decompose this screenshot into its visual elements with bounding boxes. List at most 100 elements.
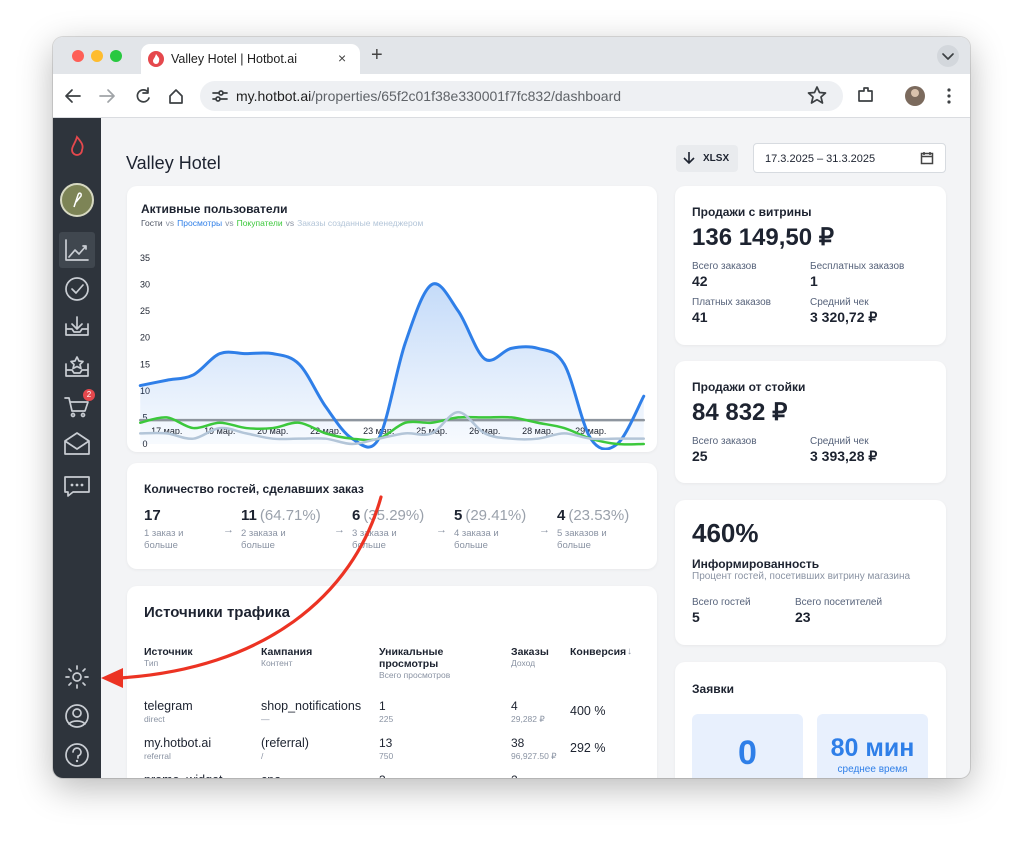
awareness-value: 460% xyxy=(692,518,759,548)
open-requests: 0 xyxy=(692,714,803,778)
x-tick-label: 23 мар. xyxy=(363,426,394,436)
x-tick-label: 28 мар. xyxy=(522,426,553,436)
download-icon xyxy=(683,152,695,165)
step-arrow: → xyxy=(539,524,550,536)
x-tick-label: 25 мар. xyxy=(416,426,447,436)
column-title: Конверсия xyxy=(570,646,627,658)
traffic-title: Источники трафика xyxy=(144,604,290,621)
series-line xyxy=(139,415,645,446)
new-tab-button[interactable]: + xyxy=(371,44,383,66)
step-arrow: → xyxy=(334,524,345,536)
conversion: 292 % xyxy=(570,741,606,755)
column-title: Заказы xyxy=(511,646,549,658)
step-head: 5 (29.41%) xyxy=(454,507,526,525)
legend: Гости vs Просмотры vs Покупатели vs Заказы соз… xyxy=(141,218,423,228)
step-share: (64.71%) xyxy=(259,507,321,524)
stat-label: Всего заказов xyxy=(692,261,757,272)
stat-label: Средний чек xyxy=(810,436,869,447)
showcase-sales-card: Продажи с витрины 136 149,50 ₽ Всего зак… xyxy=(675,186,946,345)
legend-entry: Заказы созданные менеджером xyxy=(297,218,424,228)
tab-bar: Valley Hotel | Hotbot.ai × + xyxy=(53,37,970,74)
stat-value: 41 xyxy=(692,309,708,325)
step-share: (35.29%) xyxy=(363,507,425,524)
page-title: Valley Hotel xyxy=(126,153,221,173)
cart-badge: 2 xyxy=(86,390,92,399)
step-head: 11 (64.71%) xyxy=(241,507,321,525)
x-tick-label: 22 мар. xyxy=(310,426,341,436)
cell-main: promo_widget xyxy=(144,773,223,778)
open-count: 0 xyxy=(738,734,757,772)
active-tab[interactable]: Valley Hotel | Hotbot.ai × xyxy=(141,44,360,74)
cell-main: 38 xyxy=(511,736,525,750)
calendar-icon xyxy=(920,152,934,165)
orders-funnel-card: Количество гостей, сделавших заказ 17 1 з… xyxy=(127,463,657,569)
stat-value: 42 xyxy=(692,273,708,289)
stat-value: 1 xyxy=(810,273,818,289)
x-tick-label: 19 мар. xyxy=(204,426,235,436)
step-count: 4 xyxy=(557,507,566,524)
step-share: (29.41%) xyxy=(465,507,527,524)
chart-title: Активные пользователи xyxy=(141,202,288,216)
cell-sub: direct xyxy=(144,714,165,724)
cell-main: 1 xyxy=(379,699,386,713)
funnel-step: 6 (35.29%) 3 заказа и больше xyxy=(352,507,442,562)
traffic-sources-card: Источники трафика Источник Тип Кампания Кон… xyxy=(127,586,657,778)
series-line xyxy=(138,282,646,450)
cell-main: 3 xyxy=(379,773,386,778)
cell-main: telegram xyxy=(144,699,193,713)
column-subtitle: Контент xyxy=(261,658,293,668)
column-title: Уникальные просмотры xyxy=(379,646,444,670)
cell-main: cpa xyxy=(261,773,281,778)
tab-close[interactable]: × xyxy=(338,50,347,66)
legend-entry: Просмотры xyxy=(177,218,223,228)
stat-value: 3 320,72 ₽ xyxy=(810,309,878,325)
cell-sub: 750 xyxy=(379,751,394,761)
x-tick-label: 29 мар. xyxy=(575,426,606,436)
stat-label: Всего гостей xyxy=(692,597,751,608)
requests-card: Заявки 0 80 мин среднее время xyxy=(675,662,946,778)
url-path: /properties/65f2c01f38e330001f7fc832/das… xyxy=(311,88,622,104)
step-count: 11 xyxy=(241,507,257,524)
funnel-title: Количество гостей, сделавших заказ xyxy=(144,482,364,496)
funnel-step: 5 (29.41%) 4 заказа и больше xyxy=(454,507,544,562)
url[interactable]: my.hotbot.ai/properties/65f2c01f38e33000… xyxy=(236,88,621,104)
card-subtitle: Процент гостей, посетивших витрину магаз… xyxy=(692,571,911,582)
column-subtitle: Всего просмотров xyxy=(379,670,451,680)
stat-label: Средний чек xyxy=(810,297,869,308)
legend-separator: vs xyxy=(225,218,234,228)
cell-sub: 96,927.50 ₽ xyxy=(511,751,557,761)
stat-label: Бесплатных заказов xyxy=(810,261,905,272)
x-tick-label: 20 мар. xyxy=(257,426,288,436)
tab-title: Valley Hotel | Hotbot.ai xyxy=(171,52,297,66)
legend-entry: Гости xyxy=(141,218,163,228)
step-share: (23.53%) xyxy=(568,507,630,524)
step-label: 3 заказа и больше xyxy=(352,528,397,551)
step-head: 6 (35.29%) xyxy=(352,507,424,525)
y-tick-label: 35 xyxy=(140,253,150,263)
y-tick-label: 30 xyxy=(140,280,150,290)
area xyxy=(140,283,644,450)
stat-label: Платных заказов xyxy=(692,297,771,308)
toolbar-icons xyxy=(65,81,951,111)
step-arrow: → xyxy=(223,524,234,536)
card-title: Продажи с витрины xyxy=(692,205,812,219)
step-label: 2 заказа и больше xyxy=(241,528,286,551)
legend-separator: vs xyxy=(285,218,295,228)
date-range-picker[interactable]: 17.3.2025 – 31.3.2025 xyxy=(753,143,946,173)
cell-main: 4 xyxy=(511,699,518,713)
export-label: XLSX xyxy=(703,153,730,164)
y-tick-label: 25 xyxy=(140,306,150,316)
x-tick-label: 26 мар. xyxy=(469,426,500,436)
card-total: 136 149,50 ₽ xyxy=(692,224,835,251)
step-head: 17 xyxy=(144,507,164,525)
funnel-step: 17 1 заказ и больше xyxy=(144,507,234,562)
series-line xyxy=(139,410,645,446)
step-label: 1 заказ и больше xyxy=(144,528,184,551)
funnel-step: 4 (23.53%) 5 заказов и больше xyxy=(557,507,647,562)
export-button[interactable]: XLSX xyxy=(676,145,738,172)
card-title: Заявки xyxy=(692,682,734,696)
line-chart: 0510152025303517 мар.19 мар.20 мар.22 ма… xyxy=(138,253,646,450)
counter-sales-card: Продажи от стойки 84 832 ₽ Всего заказов… xyxy=(675,361,946,483)
browser-window: Valley Hotel | Hotbot.ai × + my.hotbot.a… xyxy=(53,37,970,778)
